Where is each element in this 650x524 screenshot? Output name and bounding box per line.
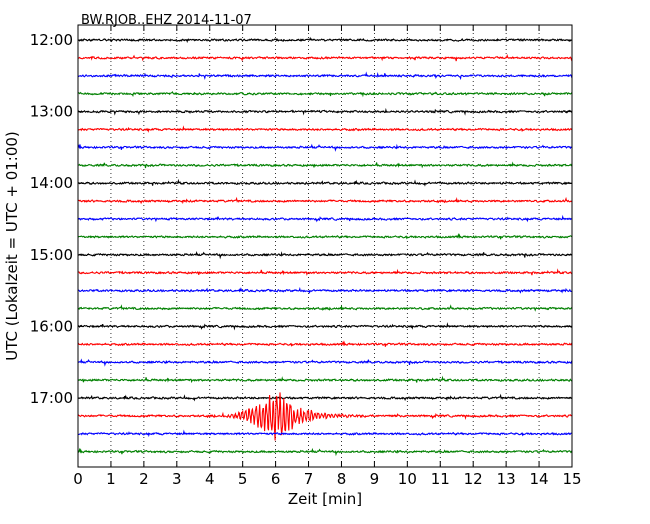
trace-1215 — [77, 53, 573, 62]
trace-1330 — [77, 143, 573, 152]
x-tick-label: 15 — [562, 470, 581, 488]
x-tick-label: 14 — [530, 470, 549, 488]
trace-1230 — [77, 71, 573, 81]
trace-1300 — [77, 107, 573, 116]
trace-1500 — [77, 251, 573, 260]
axis-ticks: 0 1 2 3 4 5 6 7 8 9 10 11 12 13 14 1512:0013:0014:0015:… — [30, 25, 582, 488]
trace-1745 — [77, 447, 573, 457]
x-tick-label: 10 — [398, 470, 417, 488]
chart-title: BW.RJOB..EHZ 2014-11-07 — [81, 13, 252, 28]
seismic-traces — [77, 36, 573, 457]
plot-frame — [77, 24, 573, 468]
x-tick-label: 6 — [271, 470, 281, 488]
trace-1700 — [77, 393, 573, 402]
x-tick-label: 4 — [205, 470, 215, 488]
x-tick-label: 9 — [370, 470, 380, 488]
trace-1445 — [77, 232, 573, 240]
grid-lines — [110, 25, 540, 467]
x-tick-label: 7 — [304, 470, 314, 488]
trace-1415 — [77, 196, 573, 205]
x-tick-label: 8 — [337, 470, 347, 488]
trace-1615 — [77, 340, 573, 347]
x-tick-label: 3 — [172, 470, 182, 488]
y-tick-label: 13:00 — [30, 103, 73, 121]
trace-1200 — [77, 36, 573, 44]
x-tick-label: 0 — [73, 470, 83, 488]
trace-1630 — [77, 358, 573, 367]
trace-1345 — [77, 161, 572, 169]
y-tick-label: 14:00 — [30, 174, 73, 192]
trace-1400 — [77, 178, 573, 187]
trace-1530 — [77, 286, 573, 295]
trace-1245 — [77, 90, 573, 98]
x-tick-label: 13 — [497, 470, 516, 488]
trace-1645 — [77, 375, 573, 384]
trace-1600 — [77, 322, 573, 331]
x-tick-label: 5 — [238, 470, 248, 488]
x-tick-label: 1 — [106, 470, 116, 488]
y-tick-label: 16:00 — [30, 317, 73, 335]
y-tick-label: 12:00 — [30, 31, 73, 49]
trace-1545 — [77, 304, 573, 312]
x-tick-label: 11 — [431, 470, 450, 488]
trace-1515 — [77, 268, 573, 276]
x-tick-label: 12 — [464, 470, 483, 488]
trace-1730 — [77, 429, 573, 438]
trace-1315 — [78, 125, 573, 133]
x-axis-label: Zeit [min] — [288, 490, 362, 508]
y-tick-label: 17:00 — [30, 389, 73, 407]
y-tick-label: 15:00 — [30, 246, 73, 264]
trace-1715 — [77, 392, 573, 441]
y-axis-label: UTC (Lokalzeit = UTC + 01:00) — [3, 131, 21, 361]
x-tick-label: 2 — [139, 470, 149, 488]
trace-1430 — [77, 214, 573, 223]
